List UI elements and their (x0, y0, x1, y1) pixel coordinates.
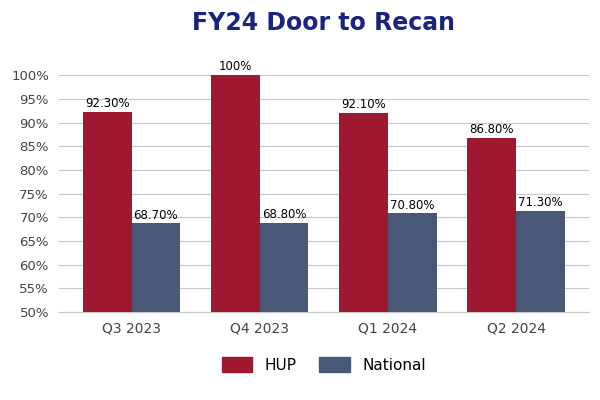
Title: FY24 Door to Recan: FY24 Door to Recan (192, 11, 455, 35)
Text: 70.80%: 70.80% (390, 198, 434, 212)
Text: 92.10%: 92.10% (341, 98, 386, 111)
Bar (131, 224, 180, 400)
Text: 68.80%: 68.80% (262, 208, 307, 221)
Bar (516, 211, 565, 400)
Bar (339, 113, 388, 400)
Text: 92.30%: 92.30% (85, 97, 130, 110)
Text: 86.80%: 86.80% (469, 123, 514, 136)
Bar (83, 112, 131, 400)
Bar (467, 138, 516, 400)
Bar (388, 214, 437, 400)
Text: 100%: 100% (218, 60, 252, 73)
Legend: HUP, National: HUP, National (215, 350, 432, 379)
Text: 68.70%: 68.70% (134, 208, 178, 222)
Bar (260, 223, 308, 400)
Text: 71.30%: 71.30% (518, 196, 563, 209)
Bar (211, 75, 260, 400)
